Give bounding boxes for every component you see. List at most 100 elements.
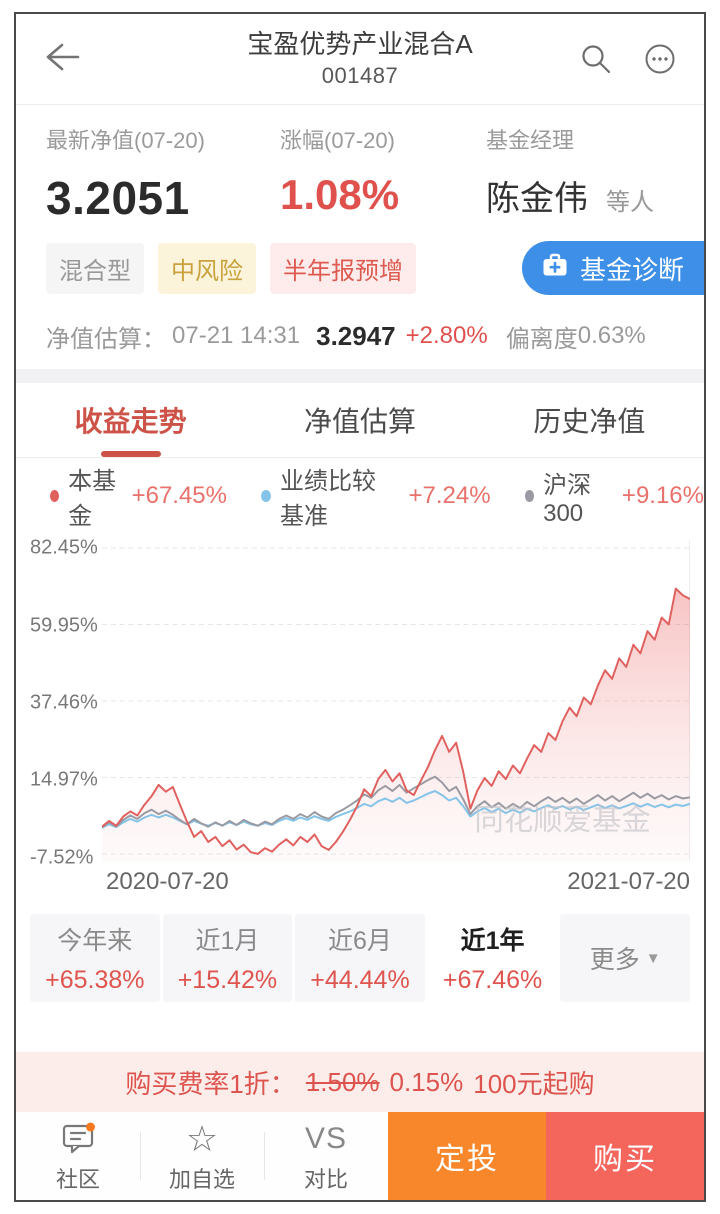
latest-nav-value: 3.2051	[46, 172, 190, 224]
performance-chart[interactable]: 同花顺爱基金	[102, 534, 690, 864]
daily-change-block: 涨幅(07-20) 1.08%	[280, 123, 486, 233]
period-6m[interactable]: 近6月 +44.44%	[295, 914, 425, 1002]
y-tick-label: 59.95%	[30, 614, 98, 637]
legend-series-return: +7.24%	[408, 482, 491, 509]
legend-item-0: 本基金 +67.45%	[50, 461, 227, 531]
app-header: 宝盈优势产业混合A 001487	[16, 14, 704, 105]
latest-nav-block: 最新净值(07-20) 3.2051	[46, 123, 280, 233]
period-label: 更多 ▼	[589, 946, 661, 974]
estimate-label: 净值估算：	[46, 325, 166, 353]
estimate-time: 07-21 14:31	[172, 322, 301, 349]
daily-change-value: 1.08%	[280, 171, 400, 218]
chart-area: 82.45% 59.95% 37.46% 14.97% -7.52% 同花顺爱基金	[16, 534, 704, 868]
chart-watermark: 同花顺爱基金	[474, 804, 650, 837]
promo-prefix: 购买费率1折：	[125, 1068, 296, 1099]
x-axis-start-date: 2020-07-20	[106, 868, 229, 895]
promo-suffix: 100元起购	[473, 1068, 595, 1099]
legend-dot-icon	[261, 490, 271, 502]
y-axis-labels: 82.45% 59.95% 37.46% 14.97% -7.52%	[16, 534, 102, 869]
estimate-change: +2.80%	[405, 322, 488, 349]
nav-item-community[interactable]: 社区	[16, 1112, 140, 1200]
x-axis-labels: 2020-07-20 2021-07-20	[106, 868, 690, 904]
manager-suffix: 等人	[606, 189, 654, 216]
fund-area-fill	[102, 588, 690, 862]
back-button[interactable]	[16, 40, 108, 79]
legend-series-name: 本基金	[68, 468, 117, 530]
legend-item-1: 业绩比较基准 +7.24%	[261, 461, 491, 531]
period-label: 今年来	[57, 927, 133, 955]
period-selector: 今年来 +65.38% 近1月 +15.42% 近6月 +44.44% 近1年 +67.46%…	[16, 904, 704, 1008]
deviation-label: 偏离度	[505, 325, 578, 353]
tab-nav-estimate[interactable]: 净值估算	[303, 406, 416, 437]
bottom-nav-items: 社区 ☆ 加自选 VS 对比	[16, 1112, 388, 1200]
fund-diagnose-button[interactable]: 基金诊断	[521, 241, 704, 295]
y-tick-label: 82.45%	[30, 536, 98, 559]
legend-series-name: 业绩比较基准	[279, 468, 376, 530]
nav-item-label: 社区	[55, 1166, 100, 1192]
manager-label: 基金经理	[486, 128, 575, 153]
nav-item-label: 加自选	[168, 1166, 235, 1192]
tags-row: 混合型 中风险 半年报预增 基金诊断	[16, 233, 704, 303]
star-icon: ☆	[185, 1117, 219, 1159]
series-line-0	[102, 587, 690, 855]
auto-invest-button[interactable]: 定投	[388, 1112, 546, 1200]
chart-tabs: 收益走势 净值估算 历史净值	[16, 383, 704, 458]
tag-report-flag: 半年报预增	[270, 242, 416, 294]
fund-title-block: 宝盈优势产业混合A 001487	[247, 28, 473, 88]
legend-item-2: 沪深300 +9.16%	[524, 465, 704, 528]
legend-series-return: +9.16%	[621, 482, 704, 509]
nav-item-compare[interactable]: VS 对比	[264, 1112, 388, 1200]
legend-dot-icon	[50, 490, 60, 502]
deviation-value: 0.63%	[577, 322, 646, 349]
search-icon[interactable]	[578, 41, 614, 77]
series-line-2	[102, 775, 690, 829]
x-axis-end-date: 2021-07-20	[567, 868, 690, 895]
period-return-value: +65.38%	[45, 966, 145, 994]
first-aid-kit-icon	[540, 250, 570, 287]
y-tick-label: -7.52%	[30, 846, 94, 869]
nav-item-label: 对比	[303, 1166, 348, 1192]
promo-old-rate: 1.50%	[305, 1066, 380, 1097]
period-return-value: +44.44%	[310, 966, 410, 994]
section-divider	[16, 369, 704, 383]
chevron-down-icon: ▼	[645, 949, 661, 967]
period-more[interactable]: 更多 ▼	[560, 914, 690, 1002]
manager-block[interactable]: 基金经理 陈金伟 等人	[486, 123, 704, 233]
tab-yield-trend[interactable]: 收益走势	[16, 383, 245, 457]
daily-change-label: 涨幅(07-20)	[280, 128, 395, 153]
y-tick-label: 37.46%	[30, 691, 98, 714]
tab-history-nav[interactable]: 历史净值	[533, 406, 646, 437]
bottom-action-bar: 社区 ☆ 加自选 VS 对比 定投 购买	[16, 1112, 704, 1200]
back-arrow-icon	[40, 40, 84, 79]
more-menu-icon[interactable]	[642, 41, 678, 77]
manager-name: 陈金伟	[486, 180, 588, 218]
nav-item-watchlist[interactable]: ☆ 加自选	[140, 1112, 264, 1200]
period-label: 近1月	[195, 927, 260, 955]
period-1m[interactable]: 近1月 +15.42%	[162, 914, 293, 1002]
legend-series-name: 沪深300	[543, 471, 592, 527]
fund-diagnose-label: 基金诊断	[579, 254, 684, 285]
period-return-value: +15.42%	[177, 966, 278, 994]
legend-series-return: +67.45%	[131, 482, 227, 509]
latest-nav-label: 最新净值(07-20)	[46, 128, 205, 153]
period-return-value: +67.46%	[442, 966, 543, 994]
header-icons	[578, 41, 704, 77]
community-chat-icon	[59, 1119, 97, 1159]
estimate-value: 3.2947	[316, 320, 396, 351]
app-screen: 宝盈优势产业混合A 001487	[14, 12, 706, 1202]
tag-fund-type: 混合型	[46, 242, 144, 294]
period-1y[interactable]: 近1年 +67.46%	[427, 914, 558, 1002]
page-title: 宝盈优势产业混合A	[247, 28, 473, 59]
fund-stats: 最新净值(07-20) 3.2051 涨幅(07-20) 1.08% 基金经理 …	[16, 105, 704, 233]
tag-list: 混合型 中风险 半年报预增	[46, 242, 430, 294]
fund-code: 001487	[321, 62, 399, 88]
bottom-nav-buttons: 定投 购买	[388, 1112, 704, 1200]
promo-new-rate: 0.15%	[389, 1066, 464, 1097]
buy-button[interactable]: 购买	[546, 1112, 704, 1200]
tag-risk-level: 中风险	[158, 242, 256, 294]
fee-promo-bar[interactable]: 购买费率1折： 1.50% 0.15% 100元起购	[16, 1052, 704, 1112]
legend-dot-icon	[524, 490, 535, 502]
chart-legend: 本基金 +67.45% 业绩比较基准 +7.24% 沪深300 +9.16%	[16, 458, 704, 534]
period-ytd[interactable]: 今年来 +65.38%	[30, 914, 160, 1002]
